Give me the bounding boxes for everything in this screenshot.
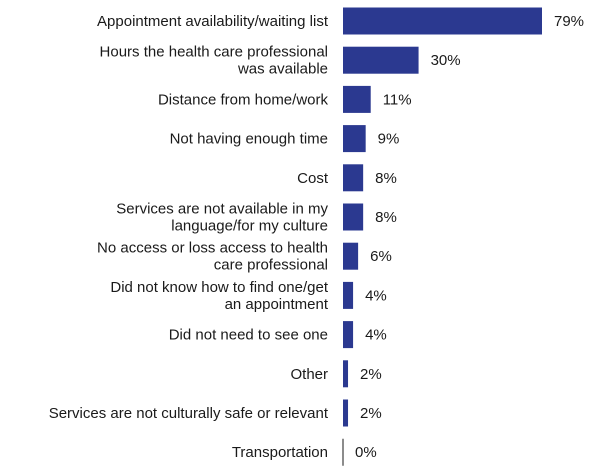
value-label: 6% (370, 248, 392, 265)
bar (343, 281, 354, 309)
value-label: 4% (365, 287, 387, 304)
category-label: Distance from home/work (158, 91, 329, 108)
bar (343, 85, 371, 113)
bar (343, 125, 366, 153)
category-label-line: Distance from home/work (158, 91, 329, 108)
value-label: 30% (431, 52, 461, 69)
bar (343, 164, 364, 192)
category-label-line: Other (290, 366, 328, 383)
category-label-line: was available (237, 61, 328, 78)
bar (343, 203, 364, 231)
value-label: 9% (378, 131, 400, 148)
category-label: Other (290, 366, 328, 383)
value-label: 11% (383, 91, 412, 108)
category-label: Cost (297, 170, 329, 187)
category-label-line: Appointment availability/waiting list (97, 13, 329, 30)
category-label-line: Not having enough time (170, 131, 328, 148)
category-label-line: Cost (297, 170, 329, 187)
value-label: 4% (365, 327, 387, 344)
category-label: Did not need to see one (169, 327, 328, 344)
category-label-line: Services are not culturally safe or rele… (49, 405, 329, 422)
category-label-line: language/for my culture (171, 218, 328, 235)
category-label: Services are not available in my language… (116, 201, 328, 235)
value-label: 79% (554, 13, 584, 30)
category-label: Hours the health care professional was av… (100, 44, 328, 78)
category-label: Did not know how to find one/get an appoi… (110, 279, 328, 313)
category-label-line: Did not need to see one (169, 327, 328, 344)
category-label: Transportation (232, 444, 328, 461)
bar (343, 321, 354, 349)
value-label: 2% (360, 366, 382, 383)
bar (343, 7, 542, 35)
category-label: Not having enough time (170, 131, 328, 148)
bar (343, 360, 349, 388)
category-label-line: Transportation (232, 444, 328, 461)
category-label-line: Services are not available in my (116, 201, 328, 218)
category-label-line: an appointment (225, 296, 329, 313)
bar (343, 46, 419, 74)
category-label-line: Did not know how to find one/get (110, 279, 328, 296)
category-label: Services are not culturally safe or rele… (49, 405, 329, 422)
bar (343, 399, 349, 427)
value-label: 8% (375, 209, 397, 226)
category-label: Appointment availability/waiting list (97, 13, 329, 30)
value-label: 8% (375, 170, 397, 187)
category-label-line: Hours the health care professional (100, 44, 328, 61)
value-label: 0% (355, 444, 377, 461)
category-label: No access or loss access to health care p… (97, 240, 328, 274)
bar (343, 242, 359, 270)
category-label-line: care professional (214, 257, 328, 274)
category-label-line: No access or loss access to health (97, 240, 328, 257)
value-label: 2% (360, 405, 382, 422)
